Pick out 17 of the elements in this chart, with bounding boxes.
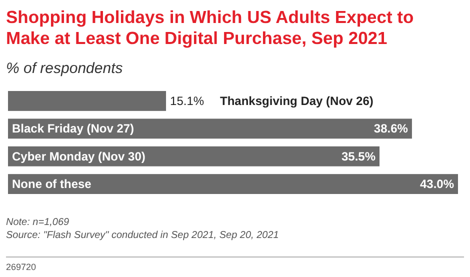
bar (8, 118, 412, 139)
data-label: 38.6% (374, 122, 408, 136)
data-label: 43.0% (420, 177, 454, 192)
y-tick-label: Thanksgiving Day (Nov 26) (220, 94, 374, 108)
y-tick-label: Cyber Monday (Nov 30) (12, 149, 146, 164)
data-label: 15.1% (170, 94, 204, 108)
source-note: Source: "Flash Survey" conducted in Sep 2021, Sep 20, 2021 (6, 230, 279, 241)
chart-title: Shopping Holidays in Which US Adults Expect to Make at Least One Digital Purchase, Sep 2021 (6, 7, 414, 48)
bar (8, 146, 380, 166)
text: Note: n=1,069 (6, 217, 70, 228)
y-tick-label: None of these (12, 177, 92, 192)
chart-subtitle: % of respondents (6, 60, 124, 77)
bar (8, 91, 166, 111)
data-label: 35.5% (341, 149, 376, 164)
bar (8, 174, 458, 194)
text: 269720 (6, 262, 36, 272)
y-tick-label: Black Friday (Nov 27) (12, 122, 134, 136)
